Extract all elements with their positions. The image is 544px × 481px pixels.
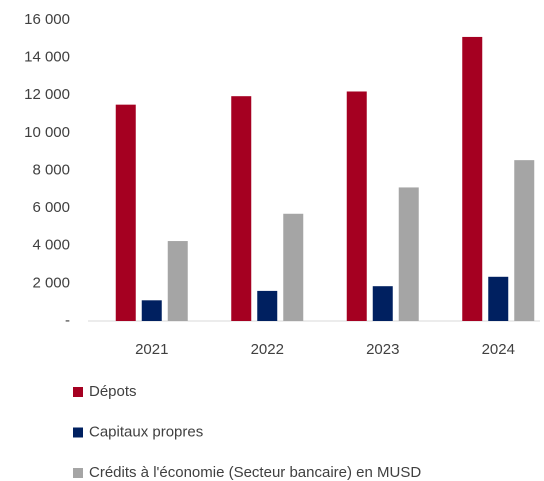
bar (115, 104, 136, 321)
legend-label: Dépots (89, 383, 137, 400)
y-tick-label: 4 000 (32, 237, 70, 254)
y-tick-label: 16 000 (24, 11, 70, 28)
y-tick-label: - (65, 312, 70, 329)
y-tick-label: 2 000 (32, 274, 70, 291)
bar (346, 91, 367, 321)
bar (462, 36, 483, 322)
bar (514, 160, 535, 321)
x-tick-label: 2022 (251, 341, 284, 358)
x-tick-label: 2021 (135, 341, 168, 358)
bar (283, 213, 304, 321)
bar (231, 96, 252, 321)
x-tick-label: 2023 (366, 341, 399, 358)
y-tick-label: 12 000 (24, 86, 70, 103)
bar (257, 290, 278, 321)
legend-swatch (73, 387, 83, 397)
bar (372, 286, 393, 321)
bar (488, 276, 509, 321)
y-tick-label: 6 000 (32, 199, 70, 216)
y-tick-label: 8 000 (32, 161, 70, 178)
legend-label: Capitaux propres (89, 423, 203, 440)
bar (141, 300, 162, 321)
bar (167, 241, 188, 321)
bar (398, 187, 419, 321)
y-tick-label: 14 000 (24, 49, 70, 66)
legend-swatch (73, 427, 83, 438)
x-tick-label: 2024 (482, 341, 515, 358)
y-tick-label: 10 000 (24, 124, 70, 141)
legend-label: Crédits à l'économie (Secteur bancaire) … (89, 464, 421, 481)
legend-swatch (73, 468, 83, 478)
